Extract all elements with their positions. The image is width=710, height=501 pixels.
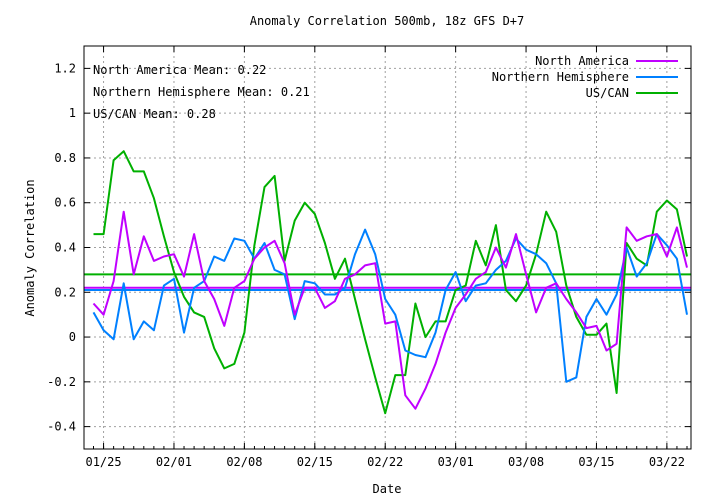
y-axis-label: Anomaly Correlation — [23, 179, 37, 316]
y-tick-label: 0.6 — [54, 196, 76, 210]
y-tick-label: 1.2 — [54, 61, 76, 75]
annotation-northern-hemisphere-mean: Northern Hemisphere Mean: 0.21 — [93, 85, 310, 99]
legend-label-us-can: US/CAN — [586, 86, 629, 100]
series-line-us-can — [93, 150, 688, 415]
x-tick-label: 02/22 — [367, 455, 403, 469]
legend-label-north-america: North America — [535, 54, 629, 68]
chart-title: Anomaly Correlation 500mb, 18z GFS D+7 — [250, 14, 525, 28]
x-tick-label: 02/08 — [226, 455, 262, 469]
x-tick-label: 03/22 — [649, 455, 685, 469]
grid-layer — [84, 46, 691, 449]
annotation-us-can-mean: US/CAN Mean: 0.28 — [93, 107, 216, 121]
x-tick-label: 02/15 — [297, 455, 333, 469]
y-tick-label: -0.2 — [47, 375, 76, 389]
x-tick-label: 03/08 — [508, 455, 544, 469]
x-tick-label: 03/15 — [578, 455, 614, 469]
x-axis-label: Date — [373, 482, 402, 496]
y-tick-label: 0.8 — [54, 151, 76, 165]
y-tick-label: 0.2 — [54, 285, 76, 299]
y-tick-label: -0.4 — [47, 420, 76, 434]
series-line-north-america — [92, 210, 688, 410]
legend-label-northern-hemisphere: Northern Hemisphere — [492, 70, 629, 84]
axis-ticks-layer: -0.4 -0.2 0 0.2 0.4 0.6 0.8 1 1.2 01/25 02/01 02/08… — [47, 46, 691, 469]
legend: North America Northern Hemisphere US/CAN — [492, 54, 678, 100]
y-tick-label: 0 — [69, 330, 76, 344]
x-tick-label: 02/01 — [156, 455, 192, 469]
series-layer — [92, 150, 688, 415]
annotation-north-america-mean: North America Mean: 0.22 — [93, 63, 266, 77]
x-tick-label: 01/25 — [85, 455, 121, 469]
y-tick-label: 1 — [69, 106, 76, 120]
y-tick-label: 0.4 — [54, 241, 76, 255]
x-tick-label: 03/01 — [438, 455, 474, 469]
series-line-northern-hemisphere — [92, 228, 688, 383]
